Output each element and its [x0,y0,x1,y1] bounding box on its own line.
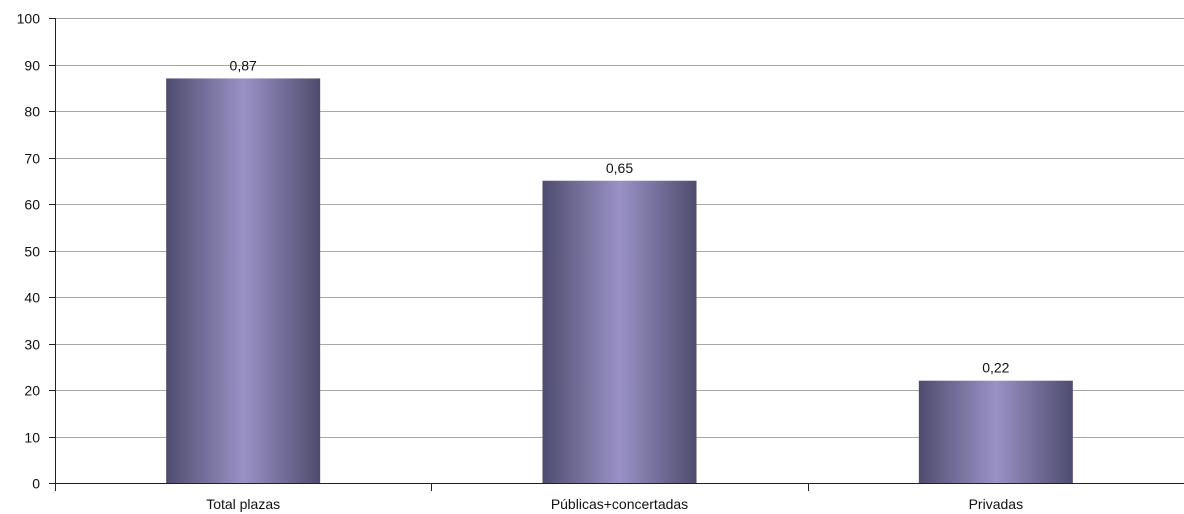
bar-2 [542,180,697,483]
y-tick-label: 20 [24,383,40,399]
x-axis-labels: Total plazas Públicas+concertadas Privadas [206,496,1023,512]
bars [166,78,1073,483]
bar-3 [918,380,1073,483]
y-tick-label: 30 [24,337,40,353]
y-tick-label: 70 [24,151,40,167]
y-tick-label: 10 [24,430,40,446]
data-labels: 0,87 0,65 0,22 [230,57,1010,375]
y-axis-ticks: 0 10 20 30 40 50 60 70 80 90 100 [17,11,55,492]
y-tick-label: 50 [24,244,40,260]
x-category-label: Públicas+concertadas [551,496,688,512]
bar-1 [166,78,321,483]
x-category-label: Total plazas [206,496,280,512]
y-tick-label: 90 [24,58,40,74]
y-tick-label: 100 [17,11,41,27]
data-label-2: 0,65 [606,160,633,176]
x-category-label: Privadas [969,496,1023,512]
y-tick-label: 80 [24,104,40,120]
data-label-3: 0,22 [982,360,1009,376]
data-label-1: 0,87 [230,57,257,73]
y-tick-label: 60 [24,197,40,213]
y-tick-label: 40 [24,290,40,306]
axes [55,18,1184,491]
y-tick-label: 0 [32,476,40,492]
